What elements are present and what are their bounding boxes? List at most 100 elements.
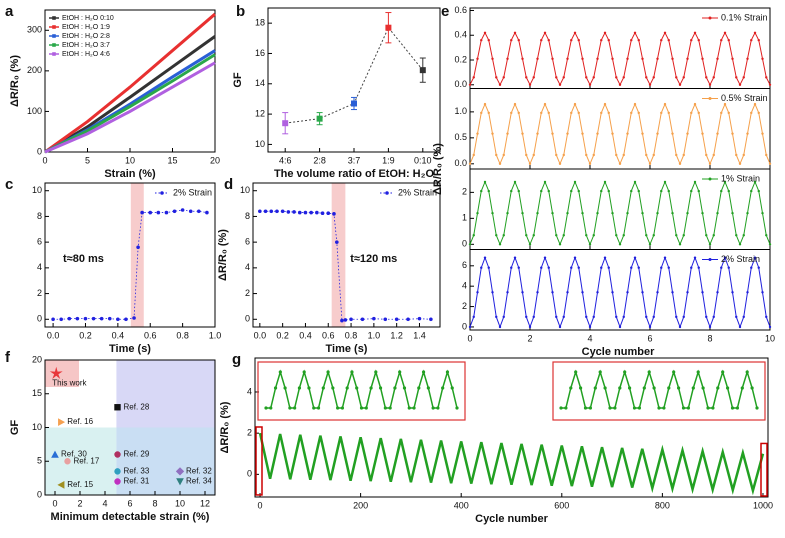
point	[536, 211, 539, 215]
point	[49, 366, 63, 379]
inset-point	[696, 370, 700, 374]
point	[720, 39, 723, 42]
point	[372, 316, 376, 321]
series-line	[469, 180, 771, 246]
inset-point	[750, 386, 754, 390]
point	[641, 211, 644, 215]
x-tick-label: 8	[152, 498, 157, 508]
point	[581, 211, 584, 215]
point	[742, 234, 745, 237]
point	[555, 153, 558, 157]
point	[697, 111, 700, 115]
inset-point	[450, 386, 454, 390]
inset-point	[593, 386, 597, 390]
point	[678, 162, 682, 166]
x-axis-label: Cycle number	[582, 346, 655, 358]
inset-point	[417, 386, 421, 390]
point	[637, 39, 640, 42]
point	[483, 256, 487, 259]
x-tick-label: 0.2	[79, 330, 92, 340]
legend-marker	[160, 191, 164, 195]
inset-point	[579, 386, 583, 390]
point	[476, 132, 479, 135]
region	[116, 427, 215, 495]
y-tick-label: 4	[462, 281, 467, 291]
point	[716, 291, 719, 294]
point	[525, 153, 528, 157]
point	[558, 83, 562, 86]
y-tick-label: 1.0	[454, 106, 467, 116]
inset-point	[402, 386, 407, 390]
inset-point	[364, 406, 368, 410]
x-tick-label: 12	[200, 498, 210, 508]
point	[532, 234, 535, 237]
point	[603, 31, 607, 34]
point	[532, 153, 535, 157]
point	[555, 76, 558, 79]
inset-point	[632, 406, 637, 410]
y-tick-label: 2	[37, 288, 42, 298]
point	[562, 153, 565, 157]
end-marker	[255, 426, 263, 496]
point	[648, 243, 652, 246]
point	[678, 325, 682, 329]
point	[536, 57, 539, 60]
point	[731, 57, 734, 60]
x-tick-label: 800	[655, 500, 670, 510]
point	[618, 162, 622, 166]
point	[581, 132, 584, 135]
point	[114, 451, 121, 458]
point	[581, 291, 584, 294]
point	[577, 39, 580, 42]
legend-label: EtOH : H₂O 2:8	[62, 33, 110, 40]
point	[521, 132, 524, 135]
point	[570, 189, 573, 193]
x-tick-label: 200	[353, 500, 368, 510]
point	[510, 189, 513, 193]
point	[343, 318, 348, 322]
point	[701, 211, 704, 215]
point	[667, 266, 670, 269]
point	[701, 132, 704, 135]
inset-point	[711, 406, 715, 410]
plot-frame	[252, 182, 441, 328]
point	[577, 111, 580, 115]
point	[197, 209, 201, 214]
point	[280, 209, 285, 214]
inset-point	[598, 370, 602, 374]
point	[543, 102, 547, 106]
point	[417, 316, 422, 321]
inset-point	[647, 370, 651, 374]
point-label: This work	[52, 379, 87, 388]
point	[618, 83, 622, 86]
point	[525, 315, 528, 319]
inset-point	[412, 406, 416, 410]
x-tick-label: 0.8	[345, 330, 358, 340]
point	[630, 189, 633, 193]
point-label: Ref. 17	[74, 456, 100, 465]
point	[472, 315, 475, 319]
point	[727, 189, 730, 193]
point	[615, 153, 618, 157]
point	[525, 234, 528, 237]
inset-point	[726, 386, 730, 390]
inset-point	[652, 386, 656, 390]
point	[555, 315, 558, 319]
point	[742, 153, 745, 157]
point	[727, 266, 730, 269]
point	[690, 189, 693, 193]
point	[275, 209, 279, 214]
point	[558, 162, 562, 166]
point	[543, 180, 547, 184]
point	[753, 256, 757, 259]
point-label: Ref. 32	[186, 466, 212, 475]
point	[652, 76, 655, 79]
point	[637, 111, 640, 115]
point	[750, 266, 753, 269]
point	[735, 153, 738, 157]
legend-label: EtOH : H₂O 3:7	[62, 42, 110, 49]
point	[626, 132, 629, 135]
legend-label: 0.1% Strain	[721, 12, 768, 22]
point	[663, 180, 667, 184]
point	[540, 39, 543, 42]
